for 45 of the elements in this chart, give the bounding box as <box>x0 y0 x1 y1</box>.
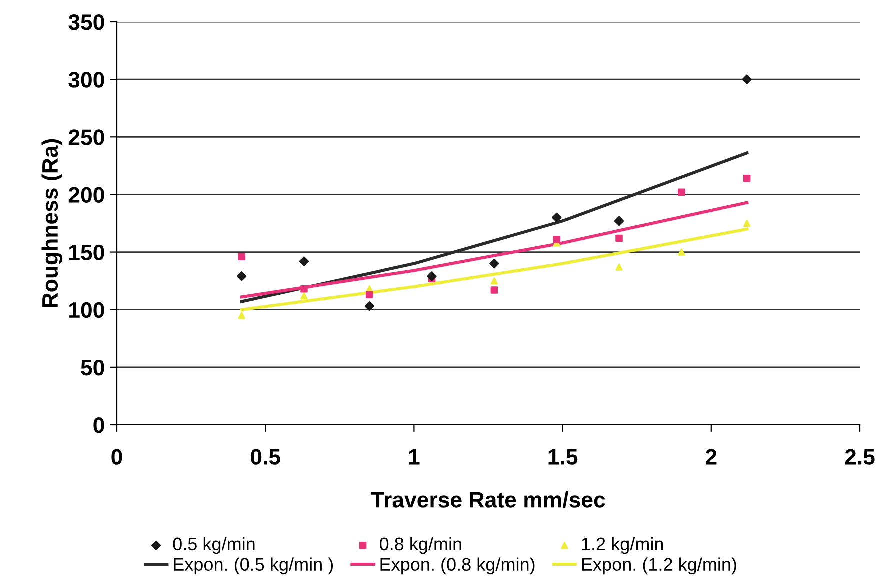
point <box>427 272 437 282</box>
point <box>300 285 308 293</box>
y-tick-label: 150 <box>70 244 104 261</box>
legend-label: 1.2 kg/min <box>582 537 664 554</box>
legend-label: Expon. (1.2 kg/min) <box>582 558 736 575</box>
point <box>678 248 686 256</box>
point <box>553 236 560 244</box>
y-tick-label: 250 <box>68 130 104 146</box>
point <box>614 216 624 226</box>
point <box>678 188 686 196</box>
point <box>742 74 752 84</box>
point <box>366 291 374 299</box>
y-tick-label: 300 <box>68 72 104 88</box>
x-tick-label: 1 <box>409 449 420 465</box>
legend-label: 0.8 kg/min <box>380 537 462 554</box>
point <box>490 286 498 294</box>
point <box>552 212 562 223</box>
x-tick-label: 2 <box>706 449 717 465</box>
point <box>743 174 751 182</box>
x-tick-label: 0.5 <box>251 449 280 465</box>
legend-label: Expon. (0.5 kg/min ) <box>174 558 334 575</box>
y-tick-label: 0 <box>94 418 104 434</box>
x-tick-label: 0 <box>112 449 122 465</box>
y-tick-label: 100 <box>70 302 104 318</box>
point <box>236 272 247 282</box>
line-series <box>240 201 749 299</box>
x-tick-label: 1.5 <box>548 449 578 465</box>
y-tick-label: 350 <box>68 14 104 30</box>
x-axis-title: Traverse Rate mm/sec <box>371 492 606 508</box>
y-tick-label: 200 <box>68 187 104 203</box>
point <box>299 256 310 266</box>
point <box>743 220 751 228</box>
y-axis-title: Roughness (Ra) <box>42 139 63 308</box>
point <box>616 264 623 271</box>
legend-label: 0.5 kg/min <box>173 537 255 554</box>
y-tick-label: 50 <box>81 360 104 376</box>
point <box>300 292 308 300</box>
point <box>490 258 500 269</box>
point <box>364 302 374 312</box>
point <box>490 277 498 285</box>
point <box>238 253 246 261</box>
point <box>616 234 623 242</box>
legend-label: Expon. (0.8 kg/min) <box>380 558 535 575</box>
point <box>238 312 246 320</box>
x-tick-label: 2.5 <box>845 449 875 465</box>
